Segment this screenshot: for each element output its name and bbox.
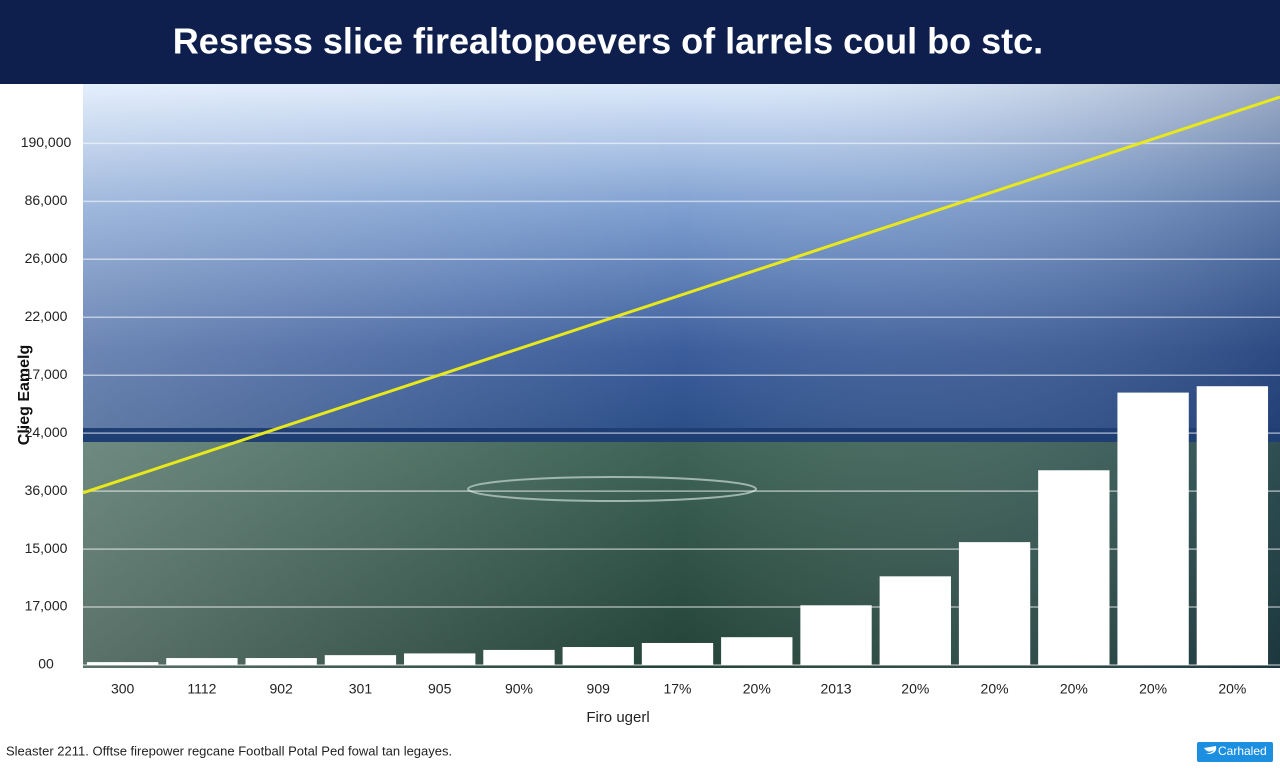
bar [879,576,951,665]
bar [721,637,793,665]
trend-line [82,95,1280,495]
bar [86,662,159,665]
bar [404,653,476,665]
bar [562,647,634,665]
x-tick-label: 902 [269,681,293,697]
x-tick-label: 1112 [187,681,216,697]
y-tick-label: 26,000 [25,250,68,266]
y-tick-label: 36,000 [25,482,68,498]
x-tick-label: 20% [1218,681,1246,697]
x-tick-label: 20% [1060,681,1088,697]
bar [1038,470,1110,665]
x-tick-label: 20% [901,681,929,697]
x-axis-label: Firo ugerl [586,709,649,726]
button-icon [1204,746,1217,754]
button-label[interactable]: Carhaled [1218,744,1267,758]
y-tick-label: 15,000 [25,540,68,556]
y-tick-label: 22,000 [25,308,68,324]
center-circle [467,476,757,502]
x-tick-label: 2013 [820,681,851,697]
x-tick-label: 300 [111,681,135,697]
footer-text: Sleaster 2211. Offtse firepower regcane … [6,743,452,758]
bar [1196,386,1269,665]
bar [958,542,1031,665]
chart-title: Resress slice firealtopoevers of larrels… [173,21,1043,62]
bar [245,658,317,665]
x-tick-label: 20% [743,681,771,697]
x-tick-label: 20% [1139,681,1167,697]
y-axis-label: Clieg Eamelg [16,345,33,445]
x-tick-label: 301 [349,681,373,697]
stadium-boards [83,428,1280,442]
x-tick-label: 20% [981,681,1009,697]
y-tick-label: 190,000 [21,134,72,150]
bar [483,649,555,665]
header-bar [0,0,1280,84]
y-tick-label: 24,000 [25,424,68,440]
y-tick-label: 17,000 [25,366,68,382]
y-tick-label: 17,000 [25,598,68,614]
bar [324,655,397,665]
x-tick-label: 909 [587,681,611,697]
x-tick-label: 905 [428,681,452,697]
bar [166,658,238,665]
y-tick-label: 86,000 [25,192,68,208]
bar [800,605,872,665]
bar [1117,392,1189,665]
x-tick-label: 17% [663,681,691,697]
x-tick-label: 90% [505,681,533,697]
share-button[interactable]: Carhaled [1197,742,1273,762]
bar [641,642,714,665]
y-tick-label: 00 [38,656,54,672]
